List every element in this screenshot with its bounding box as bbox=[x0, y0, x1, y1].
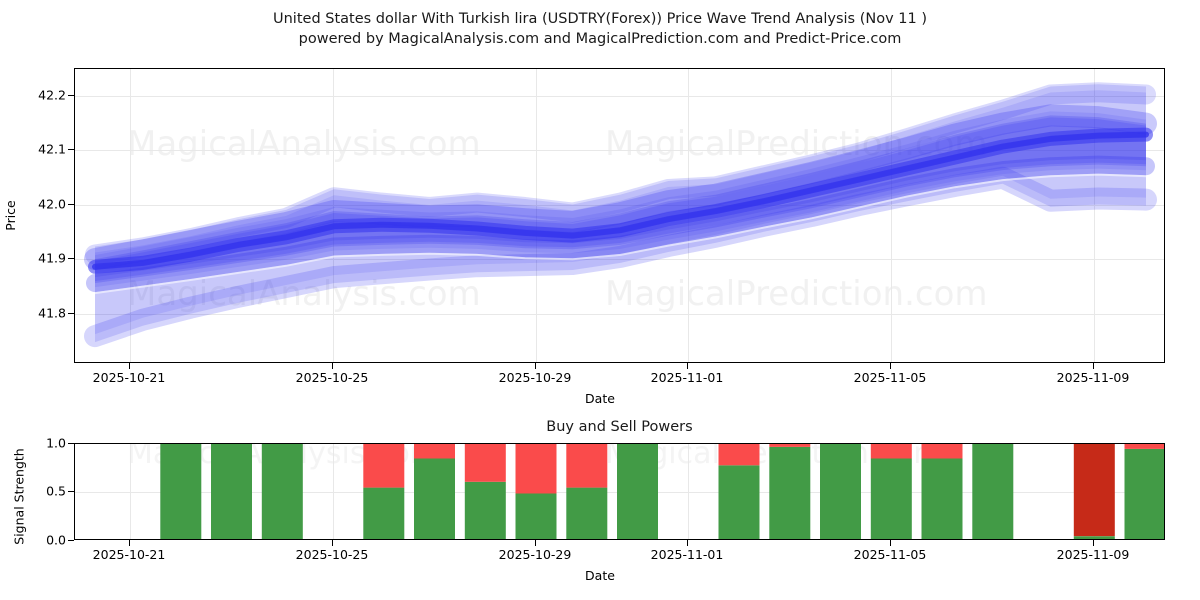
xtick-label-power-2025-10-21: 2025-10-21 bbox=[92, 547, 166, 562]
ytick-label-0.0: 0.0 bbox=[46, 532, 66, 548]
xtick-label-power-2025-11-05: 2025-11-05 bbox=[853, 547, 927, 562]
bar-buy-segment bbox=[160, 444, 202, 539]
xtickmark-power-2025-11-01 bbox=[687, 540, 688, 546]
bar-buy-segment bbox=[921, 458, 963, 539]
ytickmark-42.1 bbox=[68, 149, 74, 150]
xtickmark-price-2025-10-21 bbox=[129, 363, 130, 369]
bar-sell-segment bbox=[769, 444, 811, 447]
xtick-label-price-2025-11-01: 2025-11-01 bbox=[650, 370, 724, 385]
price-chart-plot-area: MagicalAnalysis.com MagicalPrediction.co… bbox=[74, 68, 1165, 363]
bar-sell-segment bbox=[363, 444, 405, 488]
xtickmark-power-2025-11-05 bbox=[890, 540, 891, 546]
xtickmark-price-2025-10-29 bbox=[535, 363, 536, 369]
gridline-y-42.1 bbox=[75, 150, 1164, 151]
bar-sell-segment bbox=[921, 444, 963, 459]
xtickmark-power-2025-11-09 bbox=[1093, 540, 1094, 546]
ytickmark-42.0 bbox=[68, 204, 74, 205]
ytickmark-1.0 bbox=[68, 443, 74, 444]
buy-sell-bars bbox=[160, 444, 1164, 539]
bar-buy-segment bbox=[414, 458, 455, 539]
gridline-x-2025-11-09 bbox=[1094, 69, 1095, 362]
ytickmark-0.5 bbox=[68, 491, 74, 492]
xtickmark-price-2025-10-25 bbox=[332, 363, 333, 369]
gridline-x-2025-10-25 bbox=[333, 69, 334, 362]
xtick-label-price-2025-10-21: 2025-10-21 bbox=[92, 370, 166, 385]
bar-strong-sell-segment bbox=[1073, 444, 1115, 537]
xtickmark-power-2025-10-25 bbox=[332, 540, 333, 546]
ytick-label-41.8: 41.8 bbox=[38, 305, 66, 321]
xtickmark-price-2025-11-09 bbox=[1093, 363, 1094, 369]
gridline-x-2025-11-05 bbox=[891, 69, 892, 362]
figure-title-block: United States dollar With Turkish lira (… bbox=[0, 10, 1200, 49]
xtickmark-price-2025-11-01 bbox=[687, 363, 688, 369]
page-subtitle: powered by MagicalAnalysis.com and Magic… bbox=[298, 30, 902, 47]
gridline-y-41.8 bbox=[75, 314, 1164, 315]
bar-buy-segment bbox=[566, 487, 608, 539]
bar-sell-segment bbox=[566, 444, 608, 488]
bar-buy-segment bbox=[261, 444, 303, 539]
bar-buy-segment bbox=[1124, 448, 1164, 539]
ytick-label-42.0: 42.0 bbox=[38, 196, 66, 212]
xtick-label-power-2025-11-01: 2025-11-01 bbox=[650, 547, 724, 562]
xtick-label-power-2025-11-09: 2025-11-09 bbox=[1056, 547, 1130, 562]
bar-buy-segment bbox=[1073, 536, 1115, 539]
power-chart-yaxis-label: Signal Strength bbox=[11, 448, 27, 545]
ytickmark-0.0 bbox=[68, 540, 74, 541]
price-chart-xaxis-label: Date bbox=[585, 391, 615, 406]
ytickmark-42.2 bbox=[68, 95, 74, 96]
ytick-label-0.5: 0.5 bbox=[46, 483, 66, 499]
gridline-y-42.2 bbox=[75, 96, 1164, 97]
gridline-x-2025-10-29 bbox=[536, 69, 537, 362]
bar-sell-segment bbox=[414, 444, 455, 459]
bar-sell-segment bbox=[718, 444, 760, 466]
bar-sell-segment bbox=[870, 444, 912, 459]
xtickmark-power-2025-10-21 bbox=[129, 540, 130, 546]
bar-buy-segment bbox=[870, 458, 912, 539]
bar-sell-segment bbox=[1124, 444, 1164, 449]
gridline-x-2025-10-21 bbox=[130, 69, 131, 362]
xtick-label-power-2025-10-29: 2025-10-29 bbox=[498, 547, 572, 562]
bar-buy-segment bbox=[972, 444, 1014, 539]
page-title: United States dollar With Turkish lira (… bbox=[273, 11, 927, 27]
xtick-label-price-2025-11-05: 2025-11-05 bbox=[853, 370, 927, 385]
gridline-y-42.0 bbox=[75, 205, 1164, 206]
bar-sell-segment bbox=[515, 444, 557, 494]
ytickmark-41.9 bbox=[68, 258, 74, 259]
price-wave-bands bbox=[84, 82, 1157, 348]
bar-buy-segment bbox=[363, 487, 405, 539]
gridline-x-power-2025-10-21 bbox=[130, 444, 131, 539]
ytick-label-42.2: 42.2 bbox=[38, 87, 66, 103]
bar-buy-segment bbox=[617, 444, 658, 539]
power-chart-xaxis-label: Date bbox=[585, 568, 615, 583]
xtickmark-price-2025-11-05 bbox=[890, 363, 891, 369]
bar-buy-segment bbox=[769, 446, 811, 539]
gridline-x-power-2025-11-01 bbox=[688, 444, 689, 539]
bar-buy-segment bbox=[718, 465, 760, 539]
bar-buy-segment bbox=[211, 444, 252, 539]
ytick-label-1.0: 1.0 bbox=[46, 435, 66, 451]
xtickmark-power-2025-10-29 bbox=[535, 540, 536, 546]
xtick-label-price-2025-10-29: 2025-10-29 bbox=[498, 370, 572, 385]
bar-buy-segment bbox=[515, 493, 557, 539]
bar-buy-segment bbox=[464, 481, 506, 539]
xtick-label-price-2025-11-09: 2025-11-09 bbox=[1056, 370, 1130, 385]
xtick-label-power-2025-10-25: 2025-10-25 bbox=[295, 547, 369, 562]
ytick-label-42.1: 42.1 bbox=[38, 141, 66, 157]
power-chart-title: Buy and Sell Powers bbox=[546, 419, 693, 435]
xtick-label-price-2025-10-25: 2025-10-25 bbox=[295, 370, 369, 385]
power-chart-plot-area: MagicalAnalysis.com MagicalPrediction.co… bbox=[74, 443, 1165, 540]
price-chart-yaxis-label: Price bbox=[2, 200, 18, 231]
gridline-y-41.9 bbox=[75, 259, 1164, 260]
gridline-x-power-2025-10-25 bbox=[333, 444, 334, 539]
bar-buy-segment bbox=[820, 444, 861, 539]
bar-sell-segment bbox=[464, 444, 506, 482]
ytickmark-41.8 bbox=[68, 313, 74, 314]
ytick-label-41.9: 41.9 bbox=[38, 250, 66, 266]
